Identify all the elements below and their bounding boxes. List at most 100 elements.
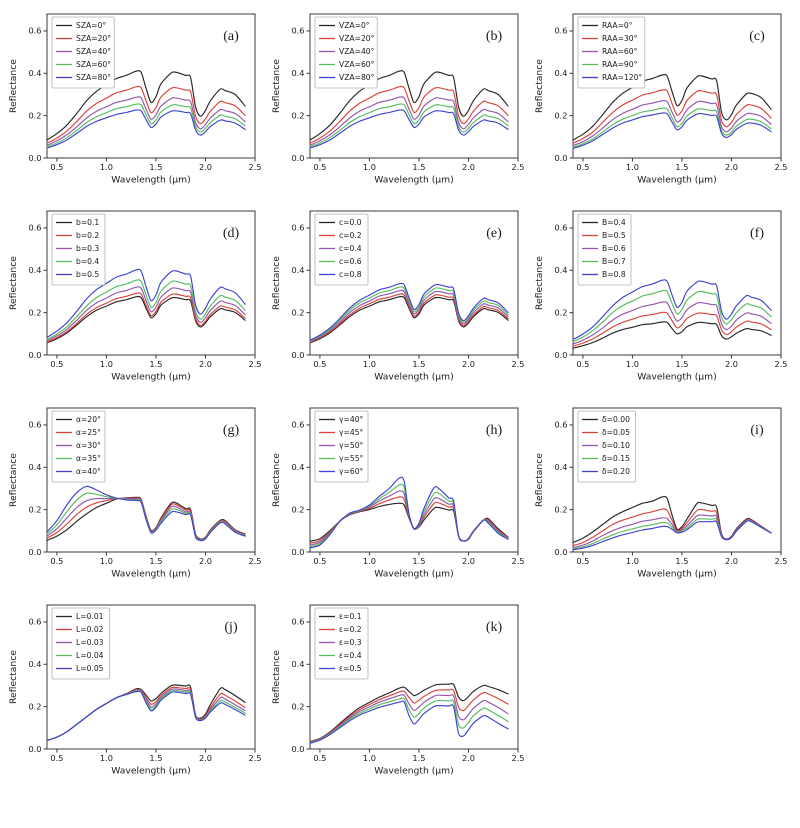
- svg-text:0.4: 0.4: [291, 68, 304, 78]
- y-axis-label: Reflectance: [271, 256, 282, 310]
- svg-text:0.2: 0.2: [291, 307, 304, 317]
- x-axis-label: Wavelength (μm): [637, 569, 716, 580]
- series-line-RAA=120°: [572, 112, 772, 149]
- series-line-RAA=0°: [572, 73, 772, 141]
- x-axis: 0.5 1.0 1.5 2.0 2.5: [576, 158, 788, 172]
- series-line-B=0.5: [572, 311, 772, 347]
- x-axis-label: Wavelength (μm): [111, 372, 190, 383]
- legend: RAA=0° RAA=30° RAA=60° RAA=90° RAA=120°: [577, 16, 646, 89]
- legend: L=0.01 L=0.02 L=0.03 L=0.04 L=0.05: [51, 607, 110, 680]
- panel-letter-d: (d): [223, 226, 240, 241]
- legend-label-c=0.0: c=0.0: [339, 218, 362, 227]
- series-line-B=0.6: [572, 301, 772, 345]
- series-line-SZA=60°: [46, 103, 246, 148]
- legend-label-b=0.1: b=0.1: [76, 218, 99, 227]
- legend-label-VZA=0°: VZA=0°: [339, 21, 370, 30]
- legend: VZA=0° VZA=20° VZA=40° VZA=60° VZA=80°: [314, 16, 378, 89]
- y-axis-label: Reflectance: [8, 256, 19, 310]
- legend-label-B=0.7: B=0.7: [602, 257, 626, 266]
- series-line-RAA=90°: [572, 107, 772, 148]
- panel-c: 0.0 0.2 0.4 0.6 0.5 1.0 1.5 2.0 2.5 Wavelength (μ…: [531, 6, 794, 203]
- legend-label-α=20°: α=20°: [76, 415, 101, 424]
- panel-j: 0.0 0.2 0.4 0.6 0.5 1.0 1.5 2.0 2.5 Wavelength (μ…: [5, 597, 268, 794]
- series-line-c=0.0: [309, 295, 509, 344]
- svg-text:0.4: 0.4: [554, 68, 567, 78]
- svg-text:0.6: 0.6: [28, 26, 41, 36]
- svg-text:2.5: 2.5: [248, 162, 261, 172]
- panel-c-chart: 0.0 0.2 0.4 0.6 0.5 1.0 1.5 2.0 2.5 Wavelength (μ…: [534, 13, 788, 186]
- legend-label-ε=0.4: ε=0.4: [339, 651, 362, 660]
- y-axis: 0.0 0.2 0.4 0.6: [28, 420, 47, 557]
- legend-label-b=0.4: b=0.4: [76, 257, 99, 266]
- y-axis-label: Reflectance: [8, 59, 19, 113]
- series-line-b=0.1: [46, 295, 246, 344]
- svg-text:1.0: 1.0: [100, 556, 113, 566]
- legend: α=20° α=25° α=30° α=35° α=40°: [51, 410, 106, 483]
- legend-label-c=0.4: c=0.4: [339, 244, 362, 253]
- series-line-γ=60°: [309, 476, 509, 549]
- legend-label-L=0.04: L=0.04: [76, 651, 104, 660]
- svg-text:0.0: 0.0: [291, 350, 304, 360]
- panel-h-chart: 0.0 0.2 0.4 0.6 0.5 1.0 1.5 2.0 2.5 Wavelength (μ…: [271, 407, 525, 580]
- svg-text:0.2: 0.2: [28, 701, 41, 711]
- axes-spines: [309, 210, 519, 356]
- x-axis: 0.5 1.0 1.5 2.0 2.5: [313, 158, 525, 172]
- axes-spines: [309, 13, 519, 159]
- svg-text:0.0: 0.0: [554, 153, 567, 163]
- svg-text:0.5: 0.5: [313, 556, 326, 566]
- legend-label-B=0.4: B=0.4: [602, 218, 626, 227]
- series-line-c=0.8: [309, 282, 509, 341]
- legend-label-RAA=0°: RAA=0°: [602, 21, 633, 30]
- series-line-SZA=0°: [46, 70, 246, 141]
- x-axis-label: Wavelength (μm): [111, 766, 190, 777]
- series-line-L=0.05: [46, 690, 246, 742]
- legend: b=0.1 b=0.2 b=0.3 b=0.4 b=0.5: [51, 213, 106, 286]
- svg-text:1.0: 1.0: [363, 162, 376, 172]
- series-line-c=0.2: [309, 293, 509, 343]
- svg-text:2.5: 2.5: [511, 556, 524, 566]
- axes-spines: [46, 13, 256, 159]
- x-axis: 0.5 1.0 1.5 2.0 2.5: [313, 355, 525, 369]
- svg-text:2.0: 2.0: [462, 556, 475, 566]
- legend: γ=40° γ=45° γ=50° γ=55° γ=60°: [314, 410, 369, 483]
- svg-text:1.0: 1.0: [363, 359, 376, 369]
- axes-spines: [572, 210, 782, 356]
- panel-f-chart: 0.0 0.2 0.4 0.6 0.5 1.0 1.5 2.0 2.5 Wavelength (μ…: [534, 210, 788, 383]
- y-axis: 0.0 0.2 0.4 0.6: [291, 420, 310, 557]
- axes-spines: [572, 13, 782, 159]
- legend-label-VZA=40°: VZA=40°: [339, 47, 375, 56]
- x-axis-label: Wavelength (μm): [374, 569, 453, 580]
- panel-letter-h: (h): [486, 423, 503, 438]
- y-axis-label: Reflectance: [534, 256, 545, 310]
- legend: B=0.4 B=0.5 B=0.6 B=0.7 B=0.8: [577, 213, 632, 286]
- legend-label-ε=0.2: ε=0.2: [339, 625, 362, 634]
- panel-d: 0.0 0.2 0.4 0.6 0.5 1.0 1.5 2.0 2.5 Wavelength (μ…: [5, 203, 268, 400]
- legend-label-α=35°: α=35°: [76, 454, 101, 463]
- svg-text:1.5: 1.5: [412, 753, 425, 763]
- svg-text:0.4: 0.4: [28, 659, 41, 669]
- legend-label-RAA=30°: RAA=30°: [602, 34, 638, 43]
- svg-text:2.0: 2.0: [199, 162, 212, 172]
- legend-label-δ=0.00: δ=0.00: [602, 415, 630, 424]
- legend-label-B=0.8: B=0.8: [602, 270, 626, 279]
- svg-text:0.2: 0.2: [28, 110, 41, 120]
- svg-text:2.5: 2.5: [248, 753, 261, 763]
- legend: δ=0.00 δ=0.05 δ=0.10 δ=0.15 δ=0.20: [577, 410, 636, 483]
- svg-text:0.2: 0.2: [291, 110, 304, 120]
- legend-label-δ=0.05: δ=0.05: [602, 428, 630, 437]
- series-line-c=0.6: [309, 286, 509, 342]
- svg-text:0.6: 0.6: [554, 26, 567, 36]
- legend-label-b=0.2: b=0.2: [76, 231, 99, 240]
- panel-i-chart: 0.0 0.2 0.4 0.6 0.5 1.0 1.5 2.0 2.5 Wavelength (μ…: [534, 407, 788, 580]
- svg-text:0.0: 0.0: [291, 153, 304, 163]
- panel-e-chart: 0.0 0.2 0.4 0.6 0.5 1.0 1.5 2.0 2.5 Wavelength (μ…: [271, 210, 525, 383]
- svg-text:0.5: 0.5: [50, 359, 63, 369]
- panel-letter-j: (j): [224, 620, 238, 635]
- series-line-RAA=60°: [572, 99, 772, 147]
- svg-text:0.6: 0.6: [554, 420, 567, 430]
- x-axis-label: Wavelength (μm): [111, 175, 190, 186]
- legend: SZA=0° SZA=20° SZA=40° SZA=60° SZA=80°: [51, 16, 115, 89]
- series-line-RAA=30°: [572, 89, 772, 144]
- svg-text:0.0: 0.0: [554, 547, 567, 557]
- panel-letter-c: (c): [749, 29, 765, 44]
